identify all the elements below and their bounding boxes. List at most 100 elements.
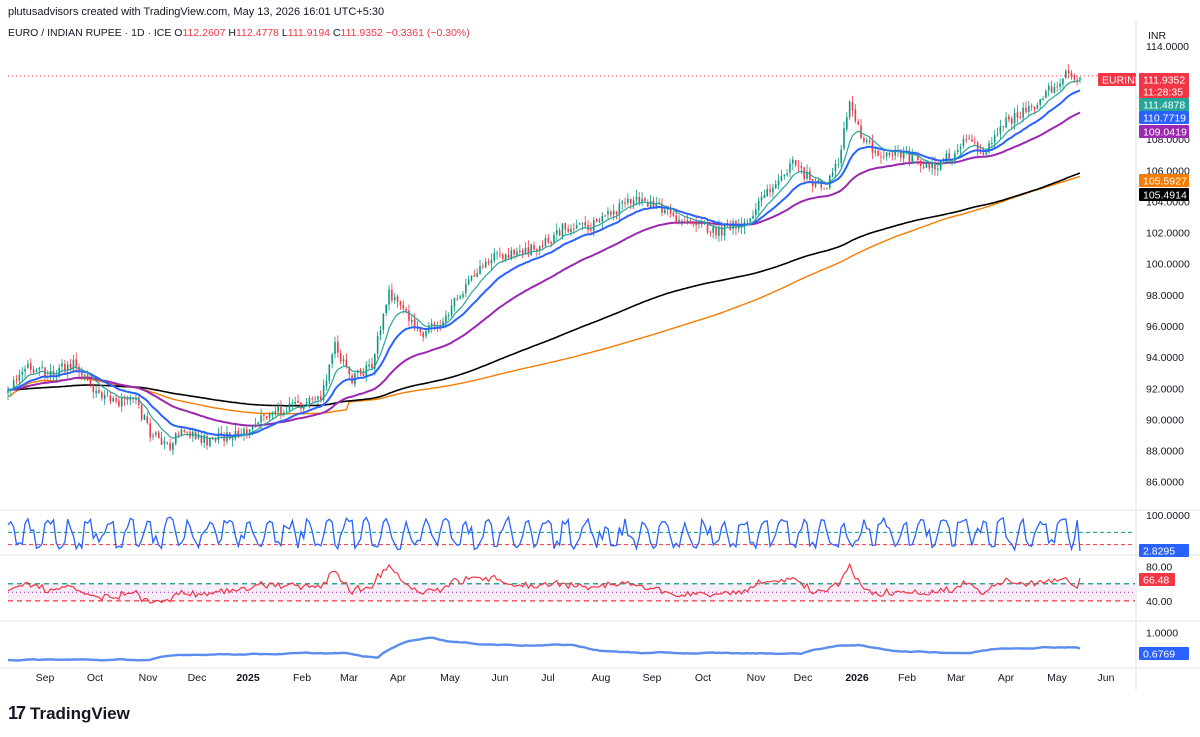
ema-purple-badge	[1139, 125, 1189, 138]
candle-body	[152, 435, 154, 437]
time-tick-label: Feb	[898, 672, 916, 684]
candle-body	[607, 211, 609, 215]
price-tick-label: 98.0000	[1146, 290, 1184, 302]
candle-body	[106, 395, 109, 397]
candle-body	[1019, 116, 1022, 119]
candle-body	[98, 390, 100, 394]
candle-body	[396, 296, 399, 302]
candle-body	[1028, 106, 1030, 112]
time-tick-label: Sep	[36, 672, 55, 684]
candle-body	[32, 369, 35, 373]
candle-body	[683, 221, 686, 223]
candle-body	[695, 223, 697, 226]
candle-body	[61, 363, 63, 367]
candle-body	[573, 228, 575, 230]
tradingview-logo[interactable]: 17 TradingView	[8, 703, 130, 723]
candle-body	[715, 227, 717, 236]
ohlc-low: L111.9194	[281, 27, 331, 39]
candle-body	[655, 203, 658, 208]
time-tick-label: Mar	[340, 672, 359, 684]
candle-body	[1030, 105, 1033, 107]
candle-body	[1036, 105, 1039, 109]
currency-label[interactable]: INR	[1148, 30, 1167, 42]
candle-body	[1033, 106, 1036, 110]
candle-body	[101, 392, 103, 399]
candle-body	[678, 219, 680, 222]
candle-body	[180, 429, 183, 436]
candle-body	[405, 309, 407, 311]
time-tick-label: Jul	[541, 672, 554, 684]
candle-body	[698, 222, 700, 225]
symbol-legend: EURO / INDIAN RUPEE · 1D · ICE O112.2607…	[8, 27, 470, 39]
candle-body	[83, 374, 86, 376]
candle-body	[1005, 117, 1007, 128]
candle-body	[638, 197, 641, 203]
candle-body	[92, 384, 95, 393]
candle-body	[123, 397, 126, 399]
candle-body	[368, 364, 370, 367]
candle-body	[493, 252, 496, 261]
candle-body	[337, 341, 339, 353]
candle-body	[533, 245, 535, 250]
chart-credit: plutusadvisors created with TradingView.…	[8, 6, 385, 18]
candle-body	[999, 126, 1002, 134]
sma-orange-badge-text: 105.5927	[1143, 176, 1187, 188]
stochastic-line	[7, 515, 1081, 552]
atr-tick-label: 1.0000	[1146, 628, 1178, 640]
candle-body	[501, 254, 504, 259]
symbol-name[interactable]: EURO / INDIAN RUPEE · 1D · ICE	[8, 27, 172, 39]
candle-body	[388, 289, 390, 305]
candle-body	[29, 363, 32, 370]
candle-body	[553, 234, 555, 243]
time-tick-label: Nov	[747, 672, 766, 684]
candle-body	[172, 443, 174, 451]
candle-body	[1047, 85, 1050, 91]
candle-body	[922, 166, 925, 169]
time-tick-label: 2025	[236, 672, 260, 684]
candle-body	[584, 222, 587, 226]
countdown-badge	[1139, 85, 1189, 98]
candle-body	[996, 134, 999, 136]
candle-body	[214, 439, 217, 441]
candle-body	[442, 321, 444, 327]
candle-body	[937, 168, 939, 170]
candle-body	[294, 401, 296, 404]
candle-body	[283, 412, 285, 414]
candle-body	[1076, 79, 1078, 81]
candle-body	[1064, 71, 1067, 79]
candle-body	[848, 101, 851, 118]
candle-body	[169, 443, 171, 450]
candle-body	[755, 209, 757, 216]
candle-body	[7, 389, 9, 393]
candle-body	[473, 275, 476, 277]
candle-body	[555, 230, 558, 235]
candle-body	[834, 164, 837, 172]
candle-body	[425, 331, 427, 337]
price-tick-label: 114.0000	[1146, 41, 1189, 53]
candle-body	[558, 230, 561, 236]
candle-body	[939, 161, 942, 170]
candle-body	[644, 198, 646, 202]
candle-body	[604, 215, 606, 217]
candle-body	[959, 146, 962, 149]
symbol-badge-text: EURINR	[1102, 75, 1143, 87]
candle-body	[447, 315, 450, 316]
candle-body	[476, 273, 478, 277]
candle-body	[598, 220, 601, 223]
candle-body	[280, 406, 282, 414]
candle-body	[712, 226, 714, 233]
candle-body	[783, 174, 786, 176]
stoch-badge	[1139, 544, 1189, 557]
price-tick-label: 92.0000	[1146, 383, 1184, 395]
candle-body	[882, 156, 885, 158]
candle-body	[334, 342, 336, 354]
candle-body	[772, 187, 774, 193]
candle-body	[945, 153, 948, 160]
price-tick-label: 86.0000	[1146, 477, 1184, 489]
candle-body	[703, 221, 706, 224]
stochastic-pane	[7, 515, 1135, 552]
candle-body	[462, 293, 464, 298]
candle-body	[880, 156, 882, 158]
candle-body	[112, 397, 115, 402]
